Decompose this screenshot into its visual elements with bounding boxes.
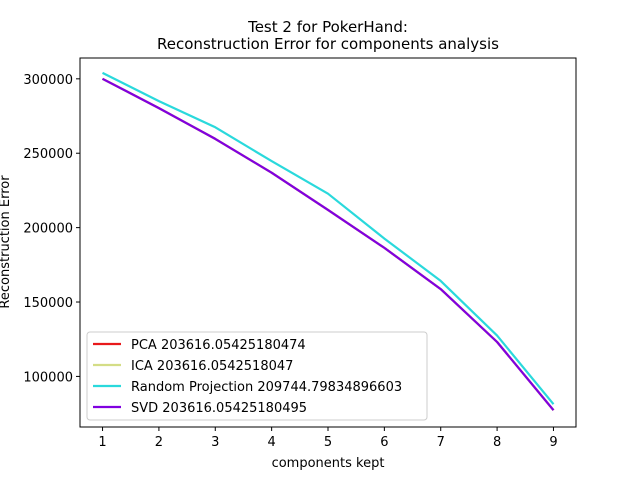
x-axis-label: components kept: [272, 456, 385, 471]
y-tick-label-2: 200000: [23, 222, 73, 237]
y-tick-label-0: 100000: [23, 370, 73, 385]
x-tick-label-5: 6: [380, 435, 388, 450]
legend-label-0: PCA 203616.05425180474: [131, 338, 306, 353]
plot-area: 1 2 3 4 5 6 7 8 9 100000 150000 200000 250000 300000: [23, 57, 577, 450]
y-axis-label: Reconstruction Error: [0, 175, 13, 309]
x-tick-label-1: 2: [155, 435, 163, 450]
series-line-2: [102, 71, 555, 405]
legend: PCA 203616.05425180474 ICA 203616.0542518…: [86, 331, 428, 421]
x-tick-label-0: 1: [98, 435, 106, 450]
x-tick-label-6: 7: [437, 435, 445, 450]
x-tick-label-3: 4: [267, 435, 275, 450]
series-line-3: [101, 77, 555, 411]
x-tick-label-4: 5: [324, 435, 332, 450]
y-tick-label-3: 250000: [23, 147, 73, 162]
x-tick-label-2: 3: [211, 435, 219, 450]
x-tick-label-8: 9: [549, 435, 557, 450]
chart-subtitle: Reconstruction Error for components anal…: [157, 35, 499, 53]
legend-label-3: SVD 203616.05425180495: [131, 401, 307, 416]
y-tick-label-1: 150000: [23, 296, 73, 311]
y-tick-label-4: 300000: [23, 73, 73, 88]
legend-label-2: Random Projection 209744.79834896603: [131, 380, 402, 395]
legend-label-1: ICA 203616.0542518047: [131, 359, 293, 374]
legend-box: [86, 331, 428, 421]
chart-title: Test 2 for PokerHand:: [247, 18, 408, 36]
x-tick-label-7: 8: [493, 435, 501, 450]
